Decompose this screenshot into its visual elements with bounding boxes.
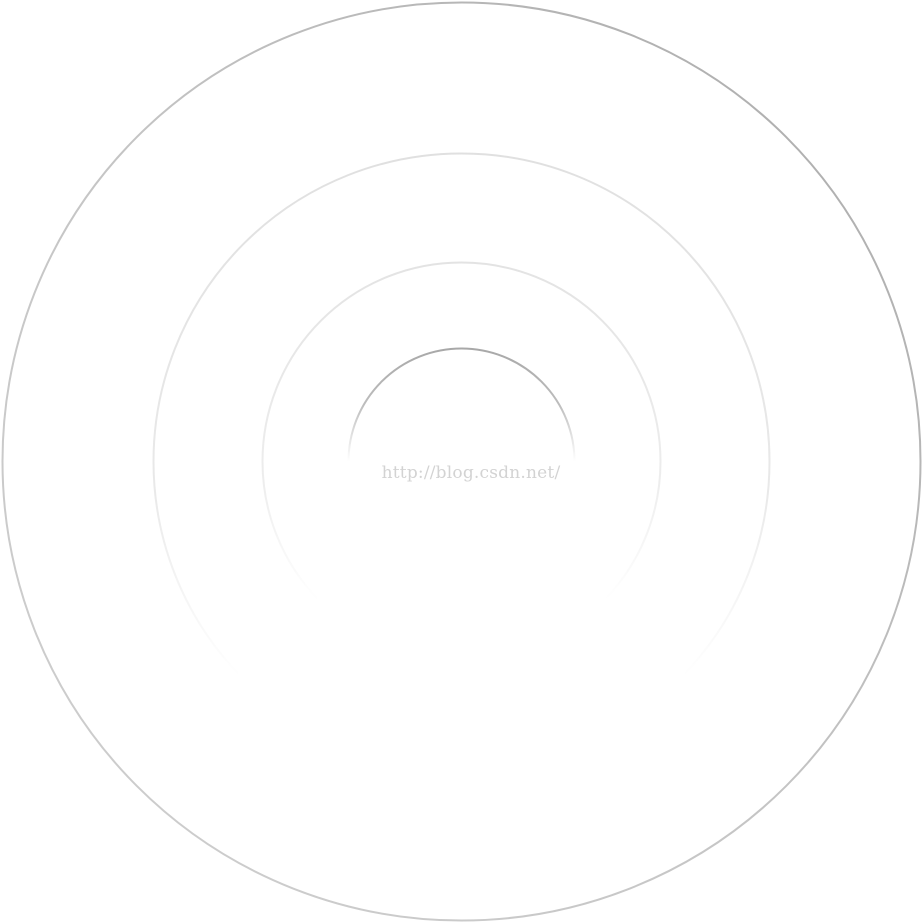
- inner-arc: [347, 347, 576, 462]
- second-ring: [152, 152, 771, 771]
- watermark-text: http://blog.csdn.net/: [382, 463, 561, 483]
- third-ring: [261, 261, 662, 662]
